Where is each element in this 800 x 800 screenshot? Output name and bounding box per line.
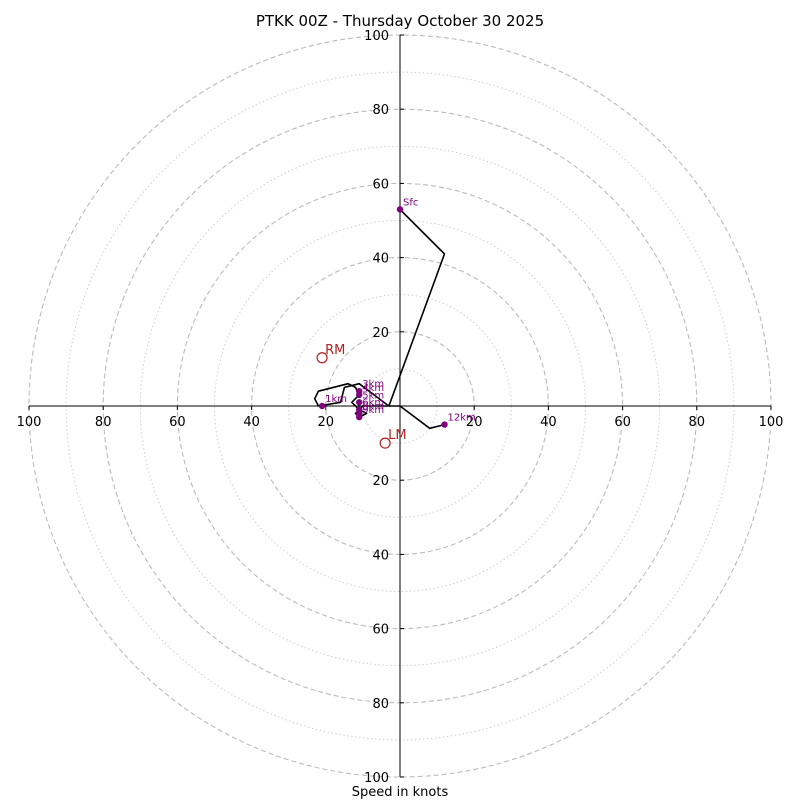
height-marker-dot (355, 391, 363, 399)
storm-motions: RM LM (316, 343, 407, 449)
height-marker-label: 5km (362, 390, 384, 401)
x-tick-label: 60 (614, 415, 631, 430)
height-marker-label: 12km (448, 413, 476, 424)
chart-title: PTKK 00Z - Thursday October 30 2025 (256, 12, 544, 30)
height-marker-label: 9km (362, 405, 384, 416)
x-tick-label: 80 (95, 415, 112, 430)
y-tick-label: 40 (372, 252, 389, 267)
height-marker-dot (441, 421, 448, 428)
height-marker-label: 4km (362, 383, 384, 394)
tick-labels: 20 20 20 20 40 40 40 40 60 60 60 60 80 80 80 80 100 100 10… (17, 29, 784, 786)
x-tick-label: 80 (689, 415, 706, 430)
storm-motion-marker (379, 437, 391, 449)
height-marker-label: 1km (325, 394, 347, 405)
x-tick-label: 100 (759, 415, 784, 430)
y-tick-label: 60 (372, 177, 389, 192)
height-marker-dot (355, 399, 363, 406)
height-marker-label: 3km (362, 379, 384, 390)
height-marker-label: 6km (362, 398, 384, 409)
y-tick-label: 80 (372, 103, 389, 118)
x-tick-label: 20 (318, 415, 335, 430)
x-axis-label: Speed in knots (352, 785, 449, 800)
height-marker-dot (396, 206, 404, 213)
y-tick-label: 100 (364, 771, 389, 786)
x-tick-label: 40 (540, 415, 557, 430)
x-tick-label: 100 (17, 415, 42, 430)
y-tick-label: 80 (372, 697, 389, 712)
x-tick-label: 20 (466, 415, 483, 430)
y-tick-label: 20 (372, 474, 389, 489)
y-tick-label: 60 (372, 623, 389, 638)
height-marker-label: 8km (362, 401, 384, 412)
x-tick-label: 40 (243, 415, 260, 430)
storm-motion-label: LM (388, 428, 406, 443)
y-tick-label: 40 (372, 548, 389, 563)
storm-motion-label: RM (325, 343, 345, 358)
y-tick-label: 20 (372, 326, 389, 341)
storm-motion-marker (316, 352, 328, 364)
x-tick-label: 60 (169, 415, 186, 430)
y-tick-label: 100 (364, 29, 389, 44)
height-marker-dot (318, 402, 326, 410)
height-marker-label: Sfc (403, 197, 418, 208)
height-marker-dot (355, 413, 363, 421)
